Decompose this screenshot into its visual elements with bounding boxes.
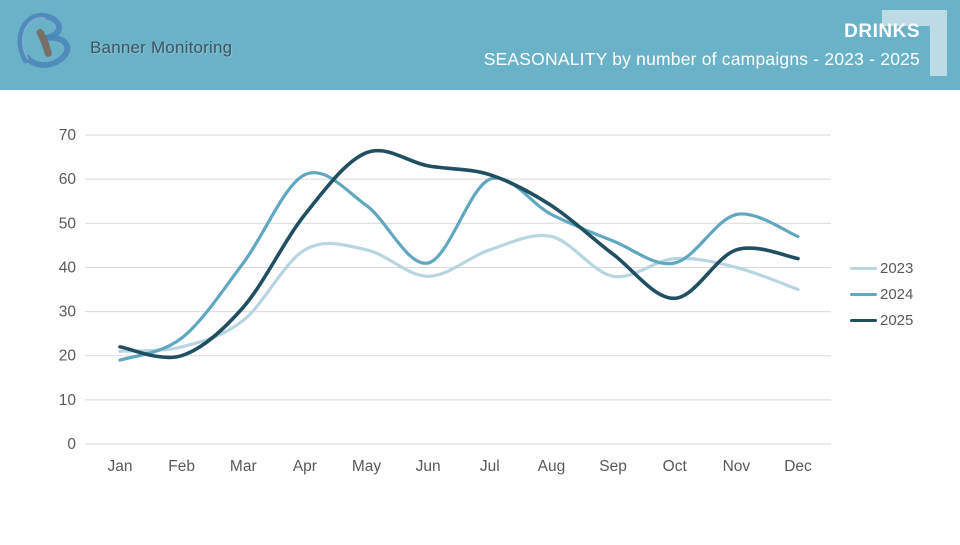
x-tick-label-Jun: Jun bbox=[416, 458, 441, 475]
x-tick-label-May: May bbox=[352, 458, 382, 475]
page-title: SEASONALITY by number of campaigns - 202… bbox=[483, 48, 920, 69]
x-tick-label-Jul: Jul bbox=[480, 458, 500, 475]
y-tick-label-50: 50 bbox=[59, 215, 77, 232]
y-tick-label-0: 0 bbox=[67, 436, 76, 453]
y-tick-label-60: 60 bbox=[59, 171, 77, 188]
legend-swatch-2024 bbox=[850, 293, 877, 296]
x-tick-label-Nov: Nov bbox=[723, 458, 751, 475]
series-line-2025 bbox=[118, 148, 800, 360]
y-tick-label-10: 10 bbox=[59, 392, 77, 409]
series-line-2024 bbox=[118, 171, 800, 362]
x-tick-label-Mar: Mar bbox=[230, 458, 257, 475]
y-tick-label-20: 20 bbox=[59, 348, 77, 365]
header-band: Banner Monitoring DRINKS SEASONALITY by … bbox=[0, 0, 960, 90]
x-tick-label-Aug: Aug bbox=[538, 458, 566, 475]
chart-canvas: 0 10 20 30 40 50 60 70 Jan Feb Mar Apr May Jun Jul Aug S… bbox=[59, 127, 831, 475]
legend-item-2024: 2024 bbox=[850, 286, 913, 303]
x-tick-label-Feb: Feb bbox=[168, 458, 195, 475]
corner-accent-shape bbox=[882, 10, 947, 76]
x-tick-label-Sep: Sep bbox=[599, 458, 627, 475]
category-label: DRINKS bbox=[844, 20, 920, 42]
y-tick-label-30: 30 bbox=[59, 304, 77, 321]
legend-label-2023: 2023 bbox=[880, 260, 914, 277]
legend-label-2025: 2025 bbox=[880, 312, 914, 329]
series-line-2023 bbox=[118, 233, 800, 353]
y-tick-label-70: 70 bbox=[59, 127, 77, 144]
legend-item-2025: 2025 bbox=[850, 312, 913, 329]
seasonality-line-chart: 0 10 20 30 40 50 60 70 Jan Feb Mar Apr May Jun Jul Aug S… bbox=[0, 90, 960, 540]
brand: Banner Monitoring bbox=[14, 4, 232, 72]
brand-name: Banner Monitoring bbox=[90, 38, 233, 57]
x-tick-label-Jan: Jan bbox=[108, 458, 133, 475]
chart-legend: 2023 2024 2025 bbox=[850, 260, 913, 329]
brand-logo-icon bbox=[17, 12, 71, 68]
x-tick-label-Oct: Oct bbox=[663, 458, 688, 475]
legend-label-2024: 2024 bbox=[880, 286, 914, 303]
legend-item-2023: 2023 bbox=[850, 260, 913, 277]
header-text: DRINKS SEASONALITY by number of campaign… bbox=[484, 0, 920, 90]
y-tick-label-40: 40 bbox=[59, 259, 77, 276]
x-tick-label-Apr: Apr bbox=[293, 458, 317, 475]
x-tick-label-Dec: Dec bbox=[784, 458, 812, 475]
legend-swatch-2023 bbox=[850, 267, 877, 270]
legend-swatch-2025 bbox=[850, 319, 877, 322]
